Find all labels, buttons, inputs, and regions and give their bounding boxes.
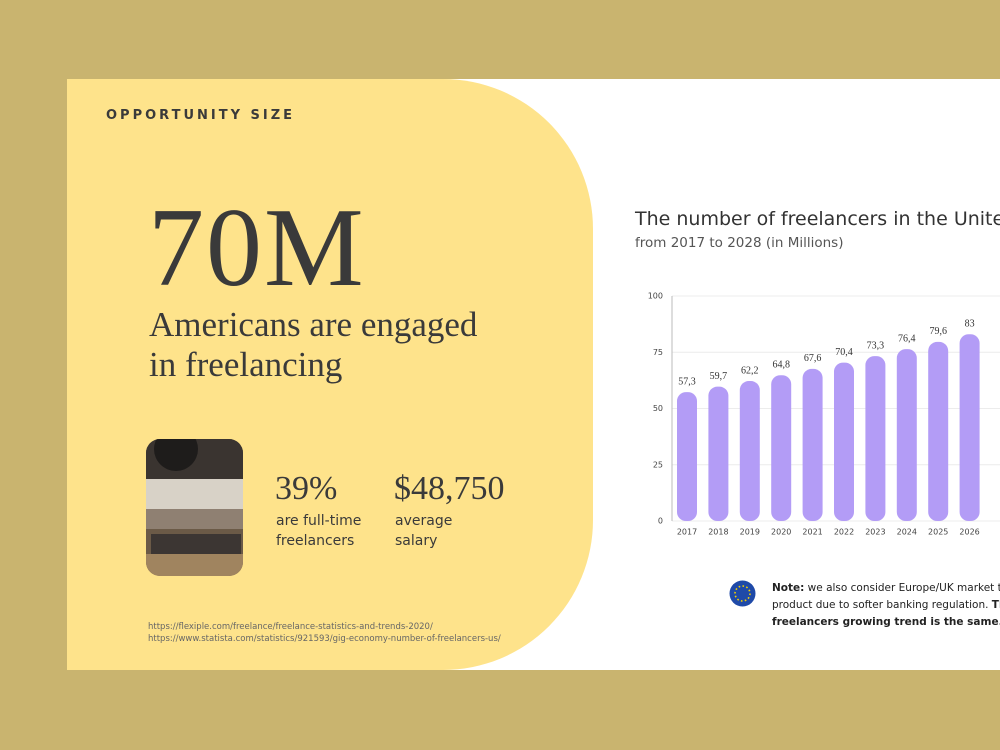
value-label: 83 (965, 319, 975, 330)
caption-line: salary (395, 533, 438, 549)
value-label: 64,8 (772, 359, 790, 370)
headline-text: Americans are engaged in freelancing (149, 305, 477, 385)
value-label: 70,4 (835, 347, 853, 358)
stat-value: $48,750 (394, 470, 505, 507)
x-tick-label: 2023 (865, 528, 885, 537)
caption-line: freelancers (276, 533, 355, 549)
caption-line: are full-time (276, 513, 362, 529)
value-label: 67,6 (804, 353, 822, 364)
bar (771, 375, 792, 521)
x-tick-label: 2025 (928, 528, 948, 537)
value-label: 62,2 (741, 365, 759, 376)
bar (802, 368, 823, 521)
x-tick-label: 2021 (802, 528, 822, 537)
bar (865, 356, 886, 521)
stat-caption: are full-time freelancers (276, 511, 361, 551)
value-label: 57,3 (678, 376, 696, 387)
office-photo (146, 439, 243, 576)
x-tick-label: 2022 (834, 528, 854, 537)
note-line: Note: we also consider Europe/UK market … (772, 580, 1000, 597)
note-line: freelancers growing trend is the same. (772, 614, 1000, 631)
x-tick-label: 2018 (708, 528, 728, 537)
headline-line: in freelancing (149, 345, 343, 384)
note-line: product due to softer banking regulation… (772, 597, 1000, 614)
stat-caption: average salary (395, 511, 452, 551)
y-tick-label: 100 (648, 292, 663, 301)
bar (708, 386, 729, 521)
value-label: 73,3 (867, 340, 885, 351)
chart-subtitle: from 2017 to 2028 (in Millions) (635, 235, 844, 251)
sources: https://flexiple.com/freelance/freelance… (148, 621, 501, 645)
value-label: 76,4 (898, 333, 916, 344)
chart-title: The number of freelancers in the United (635, 208, 1000, 230)
section-label: OPPORTUNITY SIZE (106, 108, 296, 123)
headline-line: Americans are engaged (149, 305, 478, 344)
bar (739, 381, 760, 521)
bar (928, 341, 949, 521)
stat-value: 39% (275, 470, 338, 507)
bar (896, 349, 917, 521)
value-label: 59,7 (710, 371, 728, 382)
x-tick-label: 2026 (959, 528, 979, 537)
source-link: https://flexiple.com/freelance/freelance… (148, 622, 433, 632)
note-text: product due to softer banking regulation… (772, 599, 992, 611)
y-tick-label: 75 (653, 348, 663, 357)
y-tick-label: 0 (658, 517, 663, 526)
source-link: https://www.statista.com/statistics/9215… (148, 634, 501, 644)
x-tick-label: 2020 (771, 528, 791, 537)
x-tick-label: 2024 (897, 528, 917, 537)
note-text: we also consider Europe/UK market to la (804, 582, 1000, 594)
bar (959, 334, 980, 521)
note-lead: Note: (772, 582, 805, 594)
headline-number: 70M (148, 186, 366, 310)
bar (834, 362, 854, 521)
x-tick-label: 2019 (740, 528, 760, 537)
note-text: freelancers growing trend is the same. (772, 616, 1000, 628)
caption-line: average (395, 513, 453, 529)
note: Note: we also consider Europe/UK market … (772, 580, 1000, 631)
y-tick-label: 25 (653, 460, 663, 469)
eu-flag-icon (729, 580, 756, 607)
note-text: The (991, 599, 1000, 611)
bar (677, 392, 697, 521)
x-tick-label: 2017 (677, 528, 697, 537)
y-tick-label: 50 (653, 404, 663, 413)
value-label: 79,6 (929, 326, 947, 337)
